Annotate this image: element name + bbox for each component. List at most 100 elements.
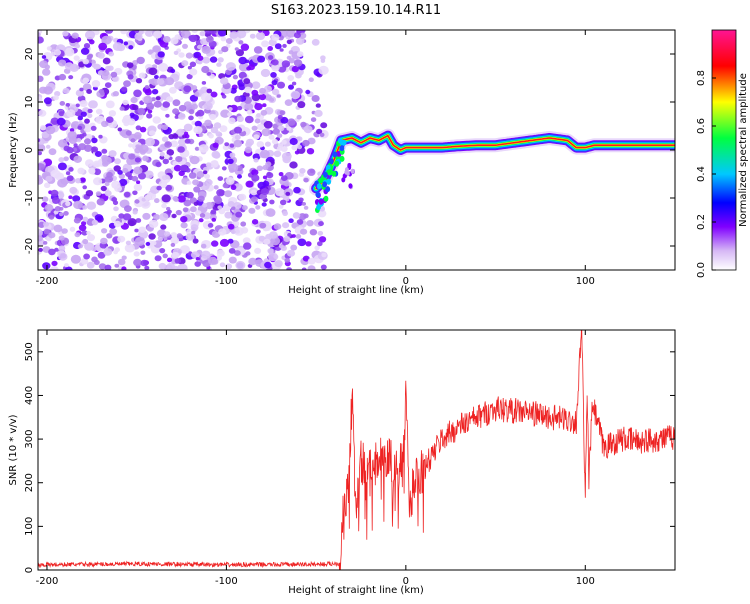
noise-blob	[79, 100, 88, 108]
noise-blob	[155, 96, 161, 101]
noise-blob	[58, 252, 68, 261]
noise-blob	[102, 57, 111, 65]
noise-blob	[63, 211, 69, 216]
noise-blob	[110, 71, 118, 78]
noise-blob	[271, 33, 280, 42]
noise-blob	[38, 75, 44, 82]
noise-blob	[80, 47, 90, 55]
noise-blob	[320, 55, 326, 61]
figure-title: S163.2023.159.10.14.R11	[271, 3, 441, 18]
noise-blob	[173, 50, 179, 56]
noise-blob	[84, 30, 96, 40]
noise-blob	[93, 63, 101, 70]
noise-blob	[201, 45, 211, 54]
noise-blob	[127, 143, 133, 148]
noise-blob	[208, 256, 218, 265]
noise-blob	[74, 232, 81, 238]
noise-blob	[178, 52, 185, 58]
colorbar-ticks: 0.0 0.2 0.4 0.6 0.8	[696, 70, 716, 278]
noise-blob	[69, 128, 75, 132]
noise-blob	[234, 134, 241, 140]
noise-blob	[170, 37, 179, 45]
noise-blob	[147, 109, 153, 114]
noise-blob	[143, 95, 153, 104]
noise-blob	[227, 238, 234, 244]
noise-blob	[91, 256, 98, 263]
noise-blob	[264, 261, 272, 269]
noise-blob	[101, 156, 112, 165]
noise-blob	[66, 175, 74, 182]
noise-blob	[135, 144, 141, 149]
noise-blob	[288, 218, 294, 223]
noise-blob	[285, 191, 291, 196]
noise-blob	[277, 143, 284, 148]
noise-blob	[254, 103, 263, 111]
noise-blob	[52, 197, 60, 204]
colorbar-tick-label: 0.6	[696, 118, 707, 134]
colorbar-tick-label: 0.8	[696, 70, 707, 86]
ridge-tail-blob	[344, 169, 349, 175]
noise-blob	[251, 219, 259, 225]
noise-blob	[257, 30, 263, 33]
noise-blob	[87, 234, 95, 242]
noise-blob	[42, 262, 51, 270]
noise-blob	[244, 115, 254, 124]
noise-blob	[305, 241, 312, 247]
ridge-onset-blob	[332, 151, 338, 158]
noise-blob	[40, 125, 47, 131]
colorbar: 0.0 0.2 0.4 0.6 0.8 Normalized spectral ampl…	[696, 29, 749, 278]
noise-blob	[68, 75, 74, 80]
noise-blob	[237, 105, 243, 111]
noise-blob	[114, 263, 120, 268]
noise-blob	[162, 36, 171, 43]
noise-blob	[221, 94, 227, 99]
noise-blob	[234, 95, 242, 103]
noise-blob	[170, 242, 176, 247]
noise-blob	[159, 248, 166, 254]
noise-blob	[156, 185, 162, 191]
noise-blob	[146, 113, 153, 119]
noise-blob	[59, 101, 66, 106]
noise-blob	[301, 267, 307, 270]
noise-blob	[50, 169, 61, 179]
noise-blob	[251, 125, 258, 131]
noise-blob	[53, 224, 63, 233]
noise-blob	[86, 89, 92, 94]
noise-blob	[64, 47, 75, 57]
noise-blob	[227, 158, 234, 164]
noise-blob	[278, 204, 284, 209]
noise-blob	[307, 257, 316, 265]
snr-frame	[37, 329, 676, 571]
noise-blob	[157, 229, 167, 238]
noise-blob	[41, 196, 49, 202]
ridge-tail-blob	[347, 162, 352, 169]
noise-blob	[246, 109, 253, 115]
noise-blob	[63, 156, 69, 162]
noise-blob	[157, 51, 165, 58]
noise-blob	[238, 193, 247, 201]
noise-blob	[86, 261, 95, 269]
noise-blob	[230, 184, 237, 190]
noise-blob	[251, 169, 259, 176]
noise-blob	[220, 36, 227, 42]
noise-blob	[282, 43, 287, 48]
noise-blob	[289, 161, 298, 169]
noise-blob	[291, 145, 298, 151]
noise-blob	[85, 159, 94, 167]
noise-blob	[65, 103, 71, 107]
noise-blob	[161, 194, 171, 203]
noise-blob	[302, 139, 310, 147]
noise-blob	[38, 247, 43, 252]
noise-blob	[261, 40, 269, 48]
noise-blob	[225, 177, 235, 185]
noise-blob	[189, 68, 198, 76]
noise-blob	[166, 149, 175, 156]
noise-blob	[199, 31, 206, 37]
noise-blob	[217, 176, 224, 182]
noise-blob	[162, 158, 169, 165]
noise-blob	[96, 198, 105, 206]
noise-blob	[133, 89, 142, 98]
noise-blob	[58, 245, 66, 252]
noise-blob	[265, 208, 276, 217]
